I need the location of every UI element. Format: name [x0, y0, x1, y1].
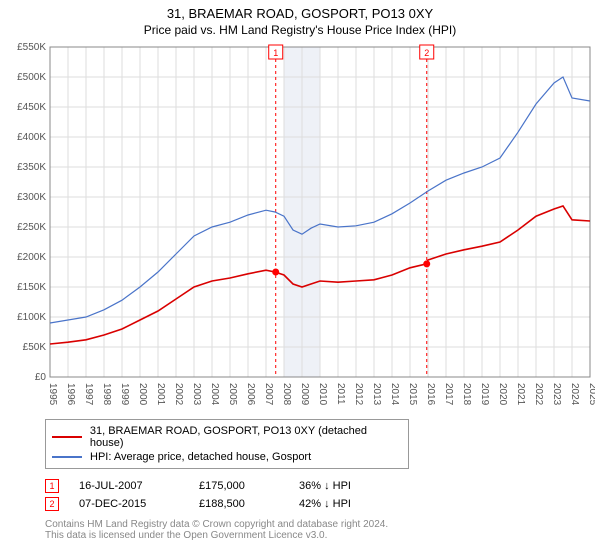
- svg-text:2000: 2000: [137, 383, 148, 406]
- svg-text:2013: 2013: [371, 383, 382, 406]
- svg-text:£100K: £100K: [17, 312, 46, 323]
- chart-subtitle: Price paid vs. HM Land Registry's House …: [0, 21, 600, 41]
- svg-text:2001: 2001: [155, 383, 166, 406]
- svg-text:1995: 1995: [47, 383, 58, 406]
- svg-text:1997: 1997: [83, 383, 94, 406]
- legend-swatch: [52, 436, 82, 438]
- svg-text:2011: 2011: [335, 383, 346, 405]
- svg-text:2014: 2014: [389, 383, 400, 406]
- svg-text:2005: 2005: [227, 383, 238, 406]
- svg-text:2012: 2012: [353, 383, 364, 406]
- svg-text:2004: 2004: [209, 383, 220, 406]
- svg-text:2024: 2024: [569, 383, 580, 406]
- svg-text:£250K: £250K: [17, 222, 46, 233]
- footnote: Contains HM Land Registry data © Crown c…: [45, 519, 600, 541]
- line-chart-svg: £0 £50K £100K £150K £200K £250K £300K £350K £400…: [5, 41, 595, 411]
- legend-label: HPI: Average price, detached house, Gosp…: [90, 451, 311, 463]
- chart-title: 31, BRAEMAR ROAD, GOSPORT, PO13 0XY: [0, 0, 600, 21]
- svg-text:2025: 2025: [587, 383, 595, 406]
- legend-item: HPI: Average price, detached house, Gosp…: [52, 450, 402, 464]
- svg-text:£500K: £500K: [17, 72, 46, 83]
- svg-text:2021: 2021: [515, 383, 526, 406]
- chart-area: £0 £50K £100K £150K £200K £250K £300K £350K £400…: [5, 41, 595, 411]
- event-number-box: 2: [45, 497, 59, 511]
- svg-text:£50K: £50K: [23, 342, 47, 353]
- svg-text:£200K: £200K: [17, 252, 46, 263]
- event-price: £188,500: [199, 498, 299, 510]
- events-table: 1 16-JUL-2007£175,00036% ↓ HPI 2 07-DEC-201…: [45, 477, 600, 513]
- svg-text:£300K: £300K: [17, 192, 46, 203]
- legend-swatch: [52, 456, 82, 458]
- legend-label: 31, BRAEMAR ROAD, GOSPORT, PO13 0XY (det…: [90, 425, 402, 449]
- event-row: 1 16-JUL-2007£175,00036% ↓ HPI: [45, 477, 600, 495]
- event-date: 16-JUL-2007: [79, 480, 199, 492]
- svg-text:2002: 2002: [173, 383, 184, 406]
- svg-text:1998: 1998: [101, 383, 112, 406]
- svg-text:2006: 2006: [245, 383, 256, 406]
- event-number-box: 1: [45, 479, 59, 493]
- svg-text:2018: 2018: [461, 383, 472, 406]
- event-row: 2 07-DEC-2015£188,50042% ↓ HPI: [45, 495, 600, 513]
- event-delta: 42% ↓ HPI: [299, 498, 419, 510]
- svg-text:2017: 2017: [443, 383, 454, 406]
- svg-text:2: 2: [424, 48, 429, 58]
- svg-text:2009: 2009: [299, 383, 310, 406]
- footnote-line: This data is licensed under the Open Gov…: [45, 530, 600, 541]
- svg-text:£400K: £400K: [17, 132, 46, 143]
- svg-text:£150K: £150K: [17, 282, 46, 293]
- svg-text:2008: 2008: [281, 383, 292, 406]
- svg-text:£450K: £450K: [17, 102, 46, 113]
- svg-text:1996: 1996: [65, 383, 76, 406]
- svg-text:2010: 2010: [317, 383, 328, 406]
- svg-text:2003: 2003: [191, 383, 202, 406]
- svg-text:2020: 2020: [497, 383, 508, 406]
- svg-text:£350K: £350K: [17, 162, 46, 173]
- svg-text:£0: £0: [35, 372, 47, 383]
- legend-item: 31, BRAEMAR ROAD, GOSPORT, PO13 0XY (det…: [52, 424, 402, 450]
- svg-text:2007: 2007: [263, 383, 274, 406]
- event-delta: 36% ↓ HPI: [299, 480, 419, 492]
- legend-box: 31, BRAEMAR ROAD, GOSPORT, PO13 0XY (det…: [45, 419, 409, 469]
- svg-text:2019: 2019: [479, 383, 490, 406]
- svg-text:1999: 1999: [119, 383, 130, 406]
- event-date: 07-DEC-2015: [79, 498, 199, 510]
- svg-text:2022: 2022: [533, 383, 544, 406]
- svg-text:£550K: £550K: [17, 42, 46, 53]
- svg-text:1: 1: [273, 48, 278, 58]
- event-price: £175,000: [199, 480, 299, 492]
- svg-text:2015: 2015: [407, 383, 418, 406]
- svg-text:2016: 2016: [425, 383, 436, 406]
- svg-text:2023: 2023: [551, 383, 562, 406]
- footnote-line: Contains HM Land Registry data © Crown c…: [45, 519, 600, 530]
